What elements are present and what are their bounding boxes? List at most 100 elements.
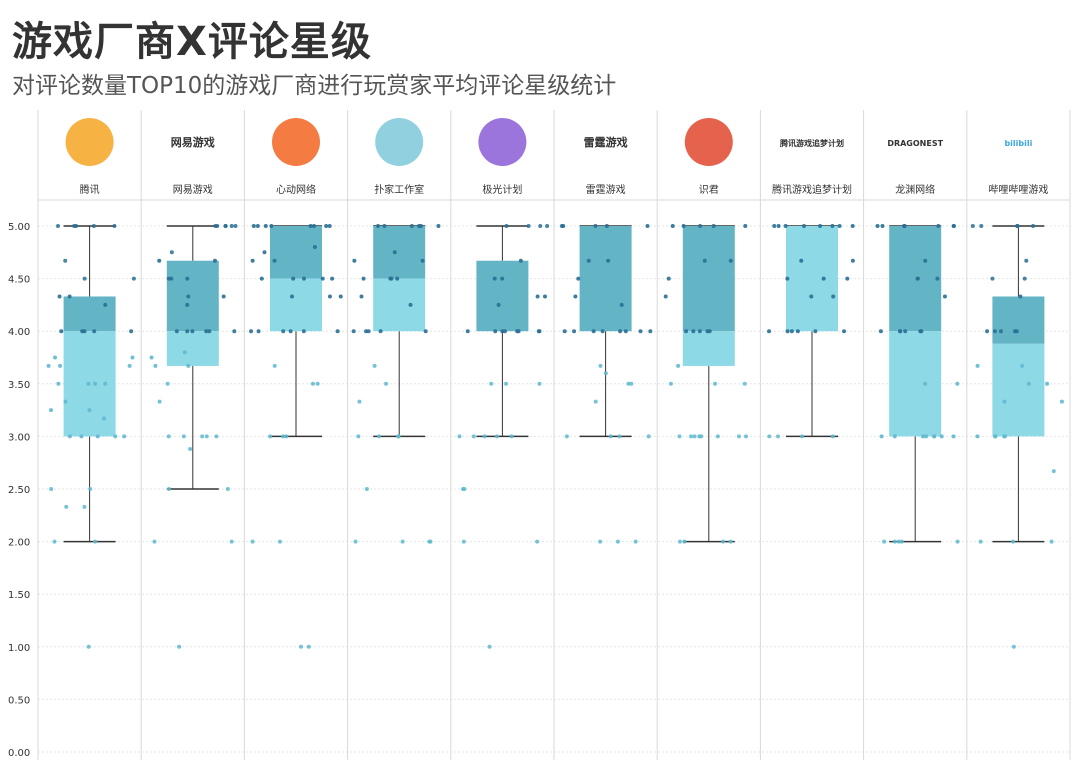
y-tick-label: 0.50 bbox=[8, 695, 30, 706]
data-point bbox=[606, 258, 611, 263]
data-point bbox=[465, 329, 470, 334]
box-lower bbox=[166, 331, 219, 366]
data-point bbox=[915, 276, 920, 281]
data-point bbox=[979, 224, 984, 228]
vendor-label: 识君 bbox=[699, 184, 719, 196]
data-point bbox=[715, 434, 720, 439]
data-point bbox=[801, 224, 806, 228]
data-point bbox=[923, 258, 928, 263]
data-point bbox=[269, 224, 274, 228]
vendor-logo bbox=[65, 118, 114, 166]
data-point bbox=[623, 329, 628, 334]
data-point bbox=[268, 434, 273, 439]
data-point bbox=[608, 434, 613, 439]
data-point bbox=[993, 434, 998, 439]
data-point bbox=[1022, 276, 1027, 281]
data-point bbox=[103, 381, 108, 386]
vendor-label: 网易游戏 bbox=[173, 183, 213, 196]
data-point bbox=[593, 399, 598, 404]
data-point bbox=[1015, 224, 1020, 228]
data-point bbox=[182, 350, 187, 355]
vendor-logo bbox=[375, 118, 424, 166]
data-point bbox=[492, 276, 497, 281]
data-point bbox=[82, 276, 87, 281]
data-point bbox=[272, 258, 277, 263]
data-point bbox=[668, 381, 673, 386]
data-point bbox=[1051, 469, 1056, 474]
data-point bbox=[249, 329, 254, 334]
chart-title: 游戏厂商X评论星级 bbox=[12, 19, 372, 65]
data-point bbox=[935, 276, 940, 281]
data-point bbox=[177, 644, 182, 649]
data-point bbox=[951, 434, 956, 439]
data-point bbox=[743, 224, 748, 228]
data-point bbox=[327, 294, 332, 299]
data-point bbox=[56, 381, 61, 386]
data-point bbox=[1011, 539, 1016, 544]
data-point bbox=[598, 539, 603, 544]
data-point bbox=[361, 276, 366, 281]
data-point bbox=[721, 539, 726, 544]
data-point bbox=[359, 294, 364, 299]
data-point bbox=[376, 224, 381, 228]
data-point bbox=[101, 416, 106, 421]
data-point bbox=[535, 294, 540, 299]
data-point bbox=[306, 644, 311, 649]
data-point bbox=[181, 434, 186, 439]
vendor-logo: 网易游戏 bbox=[171, 135, 215, 149]
data-point bbox=[516, 329, 521, 334]
data-point bbox=[697, 329, 702, 334]
data-point bbox=[619, 302, 624, 307]
data-point bbox=[165, 381, 170, 386]
data-point bbox=[263, 224, 268, 228]
vendor-label: 极光计划 bbox=[482, 183, 522, 196]
data-point bbox=[767, 434, 772, 439]
data-point bbox=[813, 329, 818, 334]
data-point bbox=[436, 224, 441, 228]
data-point bbox=[923, 381, 928, 386]
data-point bbox=[645, 224, 650, 228]
y-tick-label: 2.00 bbox=[8, 538, 30, 549]
data-point bbox=[52, 539, 57, 544]
box-lower bbox=[992, 343, 1045, 437]
data-point bbox=[315, 381, 320, 386]
data-point bbox=[785, 329, 790, 334]
data-point bbox=[232, 329, 237, 334]
data-point bbox=[809, 294, 814, 299]
data-point bbox=[221, 294, 226, 299]
data-point bbox=[648, 329, 653, 334]
data-point bbox=[357, 399, 362, 404]
data-point bbox=[504, 224, 509, 228]
box-lower bbox=[682, 331, 735, 366]
data-point bbox=[939, 434, 944, 439]
data-point bbox=[63, 258, 68, 263]
data-point bbox=[677, 539, 682, 544]
data-point bbox=[1011, 644, 1016, 649]
data-point bbox=[153, 363, 158, 368]
vendor-label: 腾讯 bbox=[80, 183, 100, 196]
data-point bbox=[509, 434, 514, 439]
data-point bbox=[308, 224, 313, 228]
data-point bbox=[1014, 329, 1019, 334]
data-point bbox=[845, 276, 850, 281]
data-point bbox=[392, 250, 397, 255]
data-point bbox=[776, 434, 781, 439]
data-point bbox=[185, 276, 190, 281]
data-point bbox=[281, 329, 286, 334]
data-point bbox=[783, 224, 788, 228]
box-upper bbox=[63, 296, 116, 332]
data-point bbox=[681, 224, 686, 228]
box-upper bbox=[166, 260, 219, 332]
data-point bbox=[277, 539, 282, 544]
data-point bbox=[776, 224, 781, 228]
box-lower bbox=[786, 226, 838, 332]
data-point bbox=[489, 381, 494, 386]
data-point bbox=[924, 434, 929, 439]
data-point bbox=[352, 258, 357, 263]
data-point bbox=[185, 302, 190, 307]
data-point bbox=[663, 294, 668, 299]
vendor-logo: 雷霆游戏 bbox=[584, 135, 628, 149]
data-point bbox=[646, 434, 651, 439]
data-point bbox=[487, 644, 492, 649]
data-point bbox=[496, 302, 501, 307]
